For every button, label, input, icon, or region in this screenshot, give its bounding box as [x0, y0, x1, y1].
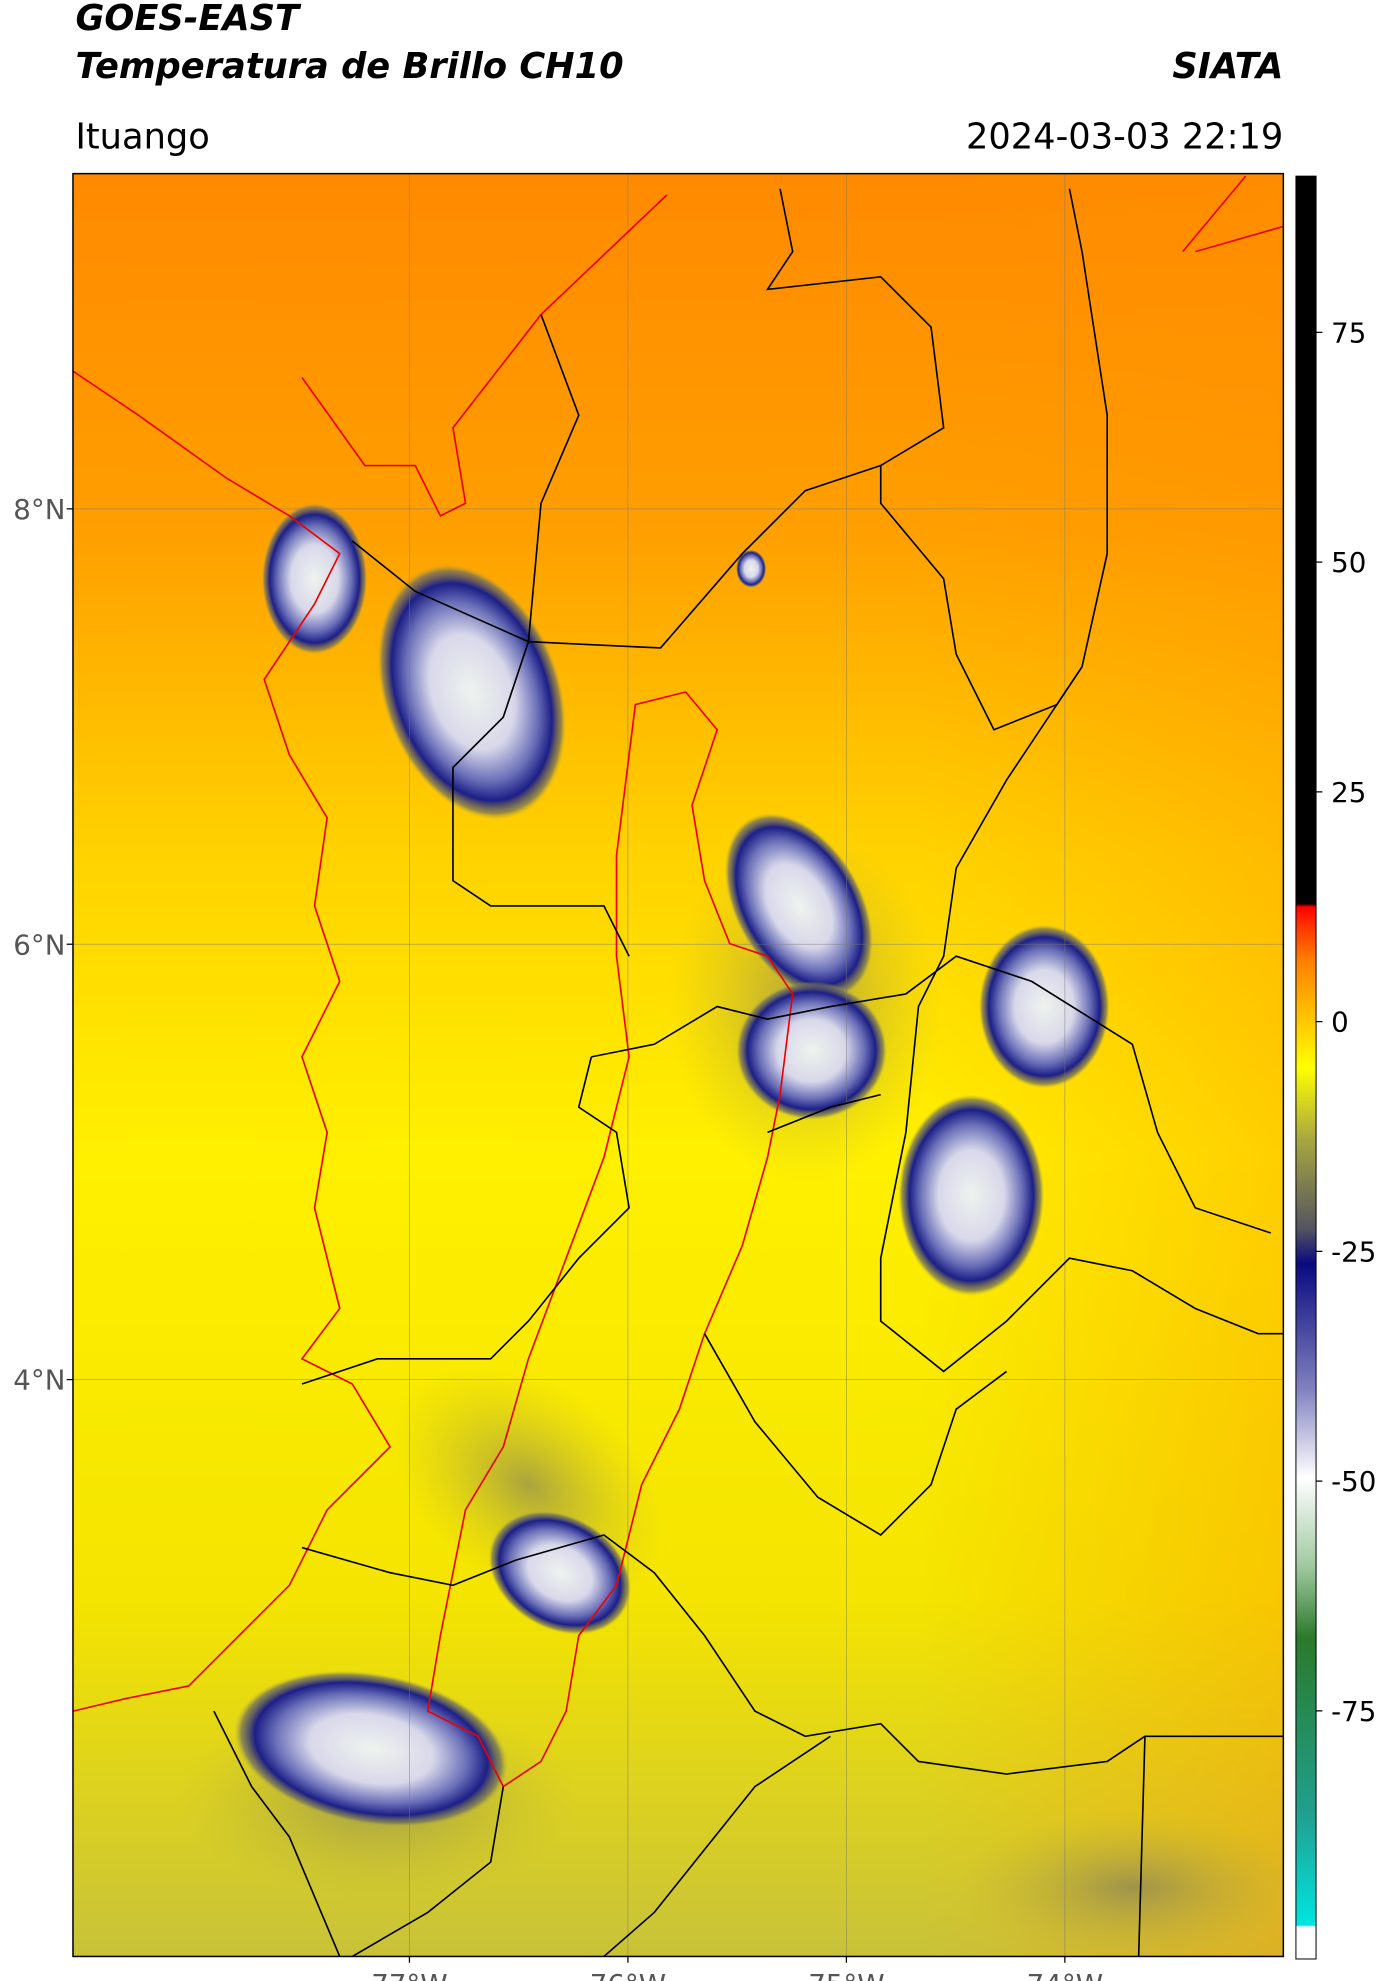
lon-tick-label: 77°W: [371, 1968, 447, 1981]
cloud: [377, 564, 567, 820]
map-image: [72, 173, 1284, 1957]
lat-tick-label: 4°N: [13, 1364, 65, 1397]
lat-tick-label: 6°N: [13, 928, 65, 961]
colorbar-tick-label: -75: [1331, 1695, 1376, 1728]
lon-tick-label: 75°W: [808, 1968, 884, 1981]
coastline: [301, 194, 668, 517]
cloud: [488, 1510, 632, 1635]
colorbar-tick-label: 0: [1331, 1006, 1349, 1039]
cloud: [736, 981, 888, 1120]
cloud: [261, 503, 368, 655]
coastline: [72, 370, 392, 1712]
colorbar-tick-label: 25: [1331, 776, 1366, 809]
subtitle: Temperatura de Brillo CH10: [75, 46, 623, 87]
graticule: [72, 173, 1284, 1957]
map-axes: 8°N 6°N 4°N 77°W 76°W 75°W 74°W: [13, 493, 1103, 1981]
colorbar-tick-label: -50: [1331, 1465, 1376, 1498]
colorbar-tick-label: 50: [1331, 546, 1366, 579]
lat-tick-label: 8°N: [13, 493, 65, 526]
cloud: [978, 924, 1110, 1089]
cloud: [898, 1094, 1045, 1296]
colorbar-tick-label: 75: [1331, 316, 1366, 349]
border: [591, 955, 1272, 1234]
basin-outline: [426, 691, 794, 1788]
cloud: [234, 1670, 509, 1827]
border: [452, 314, 630, 957]
cloud: [724, 813, 874, 999]
region: Ituango: [75, 116, 209, 157]
map-frame: [72, 172, 1285, 1958]
colorbar-tick-label: -25: [1331, 1235, 1376, 1268]
title: GOES-EAST: [75, 0, 302, 39]
datetime: 2024-03-03 22:19: [966, 116, 1283, 157]
coastline: [1182, 175, 1284, 253]
lon-tick-label: 74°W: [1027, 1968, 1103, 1981]
lon-tick-label: 76°W: [590, 1968, 666, 1981]
source: SIATA: [1172, 46, 1283, 87]
border: [879, 666, 1284, 1373]
haze: [956, 1811, 1284, 1957]
cloud: [736, 549, 767, 588]
colorbar-axis: 75 50 25 0 -25 -50 -75: [1316, 316, 1376, 1728]
colorbar: [1295, 175, 1317, 1960]
border: [301, 1056, 1284, 1775]
border: [213, 1093, 1146, 1957]
